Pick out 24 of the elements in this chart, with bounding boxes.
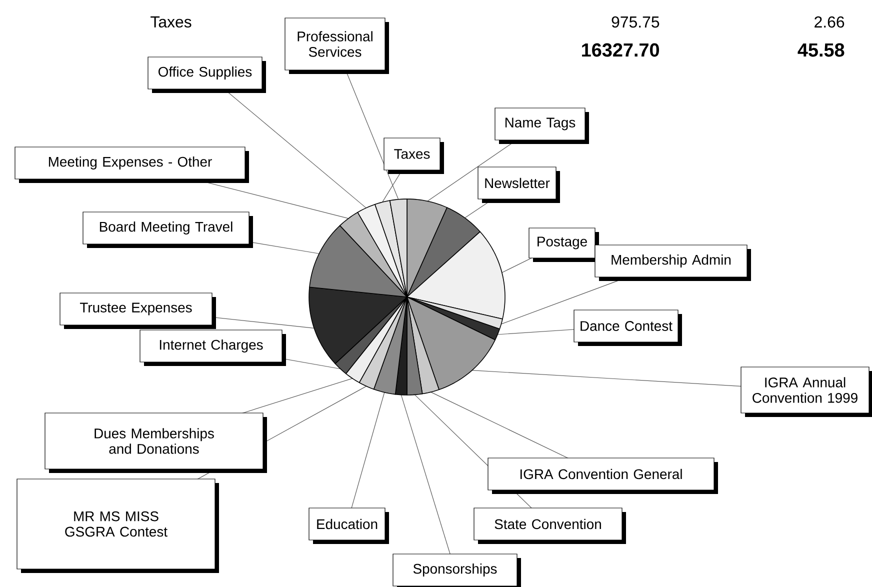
slice-label: MR MS MISS GSGRA Contest bbox=[65, 511, 168, 537]
text: 45.58 bbox=[798, 43, 844, 57]
text: 16327.70 bbox=[582, 43, 660, 57]
text: Taxes bbox=[150, 16, 192, 28]
slice-label: Dues Memberships and Donations bbox=[94, 428, 214, 454]
slice-label: Membership Admin bbox=[612, 254, 731, 268]
text: 2.66 bbox=[814, 16, 844, 28]
slice-label: Professional Services bbox=[298, 31, 372, 57]
slice-label: Meeting Expenses - Other bbox=[48, 156, 212, 170]
slice-label: Trustee Expenses bbox=[80, 302, 192, 316]
slice-label: Taxes bbox=[394, 149, 430, 159]
slice-label: Internet Charges bbox=[160, 340, 263, 352]
slice-label: IGRA Convention General bbox=[520, 468, 682, 480]
slice-label: State Convention bbox=[494, 518, 601, 530]
slice-label: Name Tags bbox=[505, 118, 576, 130]
slice-label: Newsletter bbox=[485, 178, 550, 188]
slice-label: Dance Contest bbox=[580, 321, 672, 331]
slice-label: Sponsorships bbox=[413, 564, 497, 577]
slice-label: Board Meeting Travel bbox=[100, 222, 232, 234]
slice-label: Office Supplies bbox=[158, 66, 252, 80]
slice-label: Education bbox=[317, 518, 378, 530]
slice-label: IGRA Annual Convention 1999 bbox=[752, 377, 858, 403]
text: 975.75 bbox=[612, 16, 660, 28]
slice-label: Postage bbox=[538, 236, 587, 250]
